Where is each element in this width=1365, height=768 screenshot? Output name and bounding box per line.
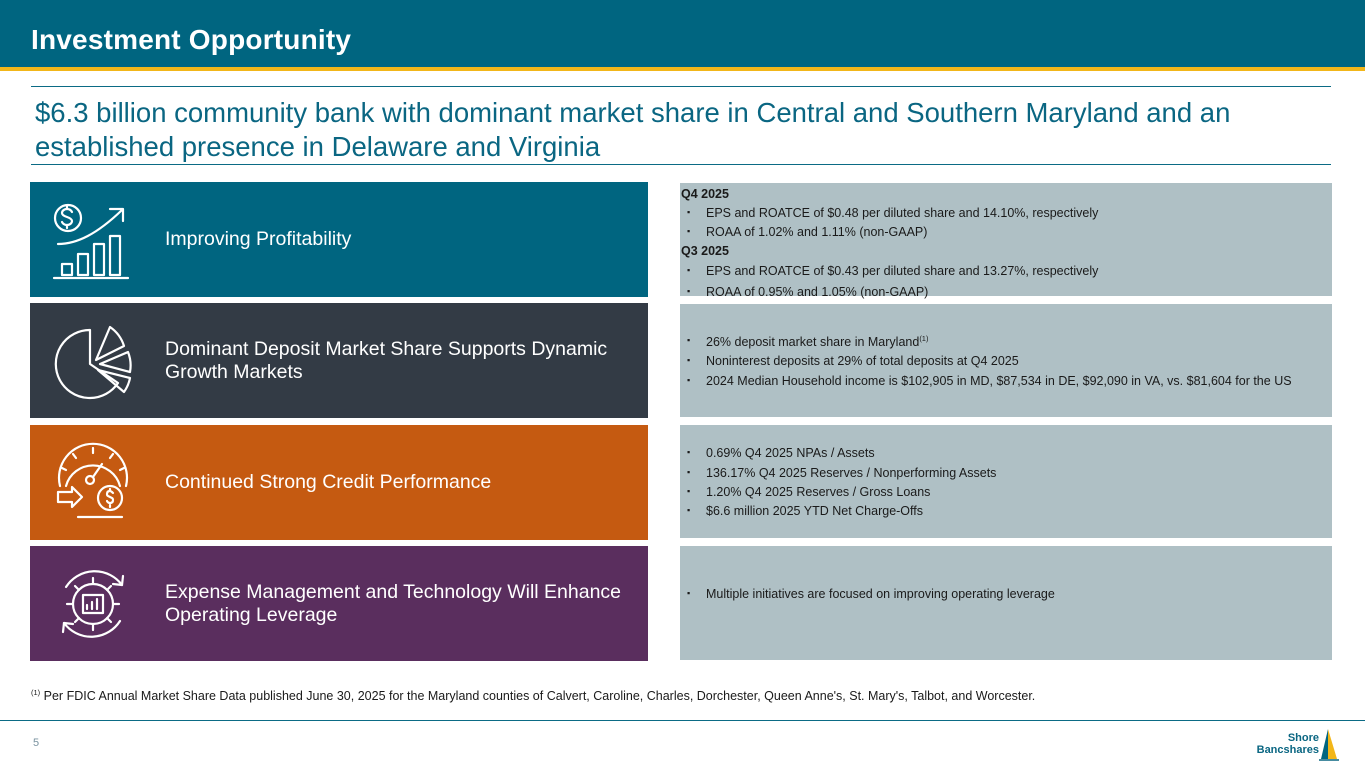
footnote: (1) Per FDIC Annual Market Share Data pu… [31, 688, 1036, 704]
list-item: ROAA of 0.95% and 1.05% (non-GAAP) [687, 285, 928, 299]
list-item: ROAA of 1.02% and 1.11% (non-GAAP) [687, 225, 927, 239]
header-accent-stripe [0, 67, 1365, 71]
card-label: Improving Profitability [165, 228, 352, 250]
list-item: 136.17% Q4 2025 Reserves / Nonperforming… [687, 466, 996, 480]
list-item: EPS and ROATCE of $0.43 per diluted shar… [687, 264, 1098, 278]
list-item: 1.20% Q4 2025 Reserves / Gross Loans [687, 485, 930, 499]
logo-line-1: Shore [1287, 732, 1319, 744]
detail-expense: Multiple initiatives are focused on impr… [680, 546, 1332, 660]
footnote-marker: (1) [919, 334, 929, 343]
detail-credit: 0.69% Q4 2025 NPAs / Assets 136.17% Q4 2… [680, 425, 1332, 538]
q4-heading: Q4 2025 [681, 187, 729, 201]
sail-icon [1319, 729, 1339, 761]
money-growth-chart-icon [52, 199, 134, 281]
page-number: 5 [33, 737, 40, 749]
list-item: 26% deposit market share in Maryland(1) [687, 334, 928, 349]
card-improving-profitability: Improving Profitability [30, 182, 648, 297]
subtitle-top-rule [31, 86, 1331, 87]
list-item: Multiple initiatives are focused on impr… [687, 587, 1055, 601]
subtitle-bottom-rule [31, 164, 1331, 165]
detail-profitability: Q4 2025 EPS and ROATCE of $0.48 per dilu… [680, 183, 1332, 299]
q3-heading: Q3 2025 [681, 244, 729, 258]
speedometer-dollar-icon [52, 442, 134, 524]
page-title: Investment Opportunity [31, 24, 352, 55]
detail-deposit: 26% deposit market share in Maryland(1) … [680, 304, 1332, 417]
card-label: Expense Management and Technology Will E… [165, 580, 622, 626]
list-item: 0.69% Q4 2025 NPAs / Assets [687, 446, 875, 460]
header-bar: Investment Opportunity [0, 0, 1365, 67]
card-label: Dominant Deposit Market Share Supports D… [165, 337, 608, 383]
logo-line-2: Bancshares [1256, 744, 1319, 756]
list-item: 2024 Median Household income is $102,905… [687, 374, 1292, 388]
list-item: $6.6 million 2025 YTD Net Charge-Offs [687, 504, 923, 518]
card-dominant-deposit: Dominant Deposit Market Share Supports D… [30, 303, 648, 418]
gear-cycle-chart-icon [52, 563, 134, 645]
list-item: EPS and ROATCE of $0.48 per diluted shar… [687, 206, 1098, 220]
footer-rule [0, 720, 1365, 721]
company-logo: Shore Bancshares [1255, 727, 1345, 763]
page-subtitle: $6.3 billion community bank with dominan… [35, 97, 1231, 162]
card-expense-management: Expense Management and Technology Will E… [30, 546, 648, 661]
pie-chart-icon [52, 320, 134, 402]
card-credit-performance: Continued Strong Credit Performance [30, 425, 648, 540]
list-item: Noninterest deposits at 29% of total dep… [687, 354, 1019, 368]
card-label: Continued Strong Credit Performance [165, 471, 492, 493]
footnote-marker: (1) [31, 688, 41, 697]
